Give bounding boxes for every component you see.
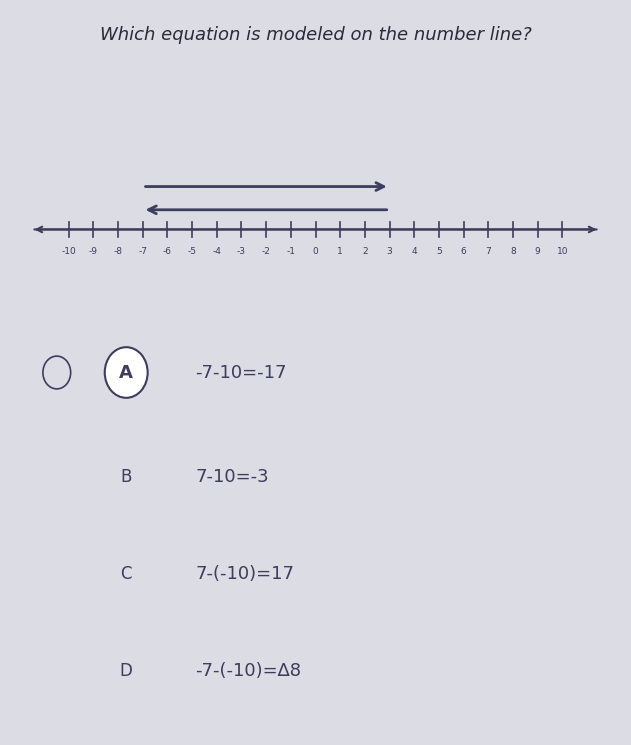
Circle shape: [105, 347, 148, 398]
Text: 4: 4: [411, 247, 417, 256]
Text: -3: -3: [237, 247, 246, 256]
Text: Which equation is modeled on the number line?: Which equation is modeled on the number …: [100, 26, 531, 44]
Text: 7: 7: [485, 247, 491, 256]
Text: 9: 9: [535, 247, 541, 256]
Text: -1: -1: [286, 247, 295, 256]
Text: A: A: [119, 364, 133, 381]
Text: 6: 6: [461, 247, 466, 256]
Text: -7-(-10)=∆8: -7-(-10)=∆8: [196, 662, 302, 679]
Text: 3: 3: [387, 247, 392, 256]
Text: 0: 0: [312, 247, 319, 256]
Text: -8: -8: [114, 247, 122, 256]
Text: 2: 2: [362, 247, 368, 256]
Text: 8: 8: [510, 247, 516, 256]
Text: -5: -5: [187, 247, 196, 256]
Text: B: B: [121, 468, 132, 486]
Text: -10: -10: [61, 247, 76, 256]
Text: -4: -4: [212, 247, 221, 256]
Text: 5: 5: [436, 247, 442, 256]
Text: -6: -6: [163, 247, 172, 256]
Text: -7: -7: [138, 247, 147, 256]
Text: -7-10=-17: -7-10=-17: [196, 364, 287, 381]
Text: 7-(-10)=17: 7-(-10)=17: [196, 565, 295, 583]
Text: D: D: [120, 662, 133, 679]
Text: -9: -9: [89, 247, 98, 256]
Text: C: C: [121, 565, 132, 583]
Text: 10: 10: [557, 247, 568, 256]
Text: 7-10=-3: 7-10=-3: [196, 468, 269, 486]
Text: -2: -2: [262, 247, 271, 256]
Text: 1: 1: [338, 247, 343, 256]
